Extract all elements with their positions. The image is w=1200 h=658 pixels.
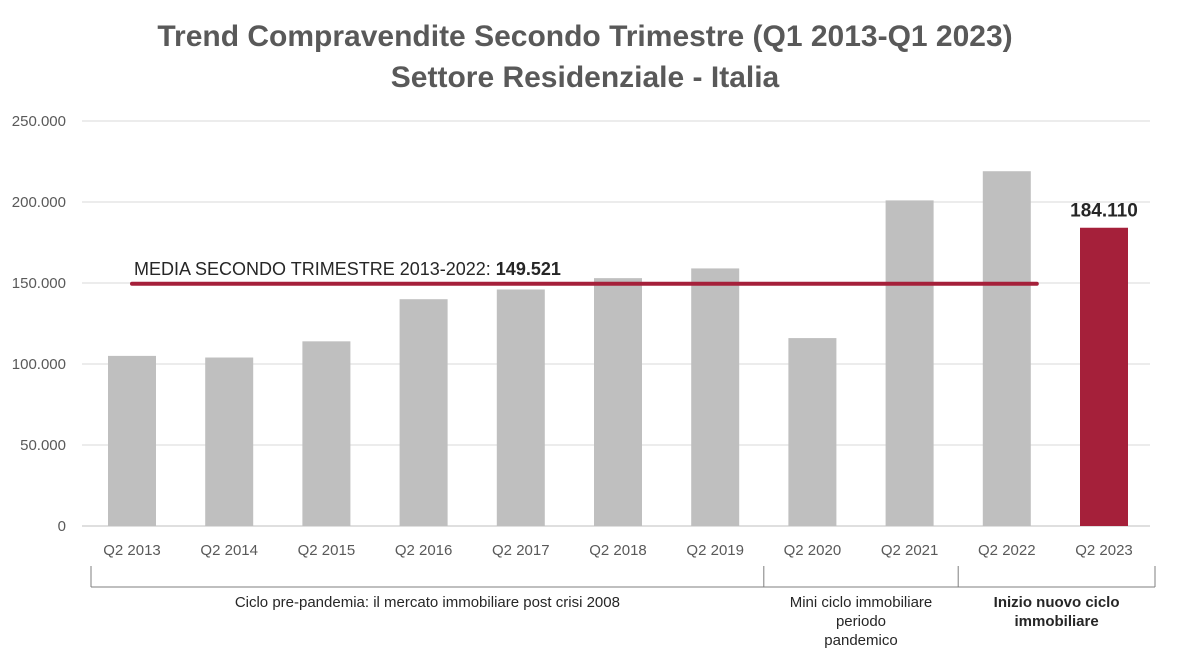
chart-subtitle: Settore Residenziale - Italia <box>391 61 780 94</box>
bars <box>108 171 1128 526</box>
period-label: periodo <box>836 613 886 630</box>
y-tick-label: 0 <box>58 518 66 535</box>
bar <box>691 268 740 526</box>
bar <box>982 171 1031 526</box>
x-tick-label: Q2 2023 <box>1075 542 1133 559</box>
bar <box>594 278 642 526</box>
period-label: pandemico <box>824 632 897 649</box>
bar <box>205 357 254 526</box>
x-tick-label: Q2 2019 <box>686 542 744 559</box>
y-tick-label: 50.000 <box>20 437 66 454</box>
x-tick-label: Q2 2013 <box>103 542 161 559</box>
y-tick-label: 250.000 <box>12 113 66 130</box>
x-tick-label: Q2 2015 <box>298 542 356 559</box>
chart-title: Trend Compravendite Secondo Trimestre (Q… <box>157 20 1012 53</box>
bar <box>108 355 156 526</box>
period-label: immobiliare <box>1014 613 1098 630</box>
y-tick-label: 100.000 <box>12 356 66 373</box>
data-label: 184.110 <box>1070 201 1138 222</box>
bar <box>496 289 545 526</box>
y-tick-label: 200.000 <box>12 194 66 211</box>
bar-highlight <box>1080 227 1128 526</box>
bar <box>399 299 448 526</box>
bar <box>788 338 837 526</box>
period-label: Inizio nuovo ciclo <box>994 594 1120 611</box>
x-tick-label: Q2 2016 <box>395 542 453 559</box>
average-line-group: MEDIA SECONDO TRIMESTRE 2013-2022: 149.5… <box>130 259 1039 286</box>
average-value: 149.521 <box>496 259 561 279</box>
average-label: MEDIA SECONDO TRIMESTRE 2013-2022: 149.5… <box>134 259 561 279</box>
x-tick-label: Q2 2021 <box>881 542 939 559</box>
period-label: Mini ciclo immobiliare <box>790 594 933 611</box>
average-label-text: MEDIA SECONDO TRIMESTRE 2013-2022: <box>134 259 496 279</box>
x-tick-label: Q2 2017 <box>492 542 550 559</box>
x-tick-label: Q2 2014 <box>200 542 258 559</box>
bar <box>302 341 351 526</box>
x-tick-label: Q2 2018 <box>589 542 647 559</box>
x-tick-label: Q2 2020 <box>784 542 842 559</box>
labels: 0 50.000 100.000 150.000 200.000 250.000 Q2 20… <box>12 113 1138 559</box>
bar <box>885 200 934 526</box>
period-label: Ciclo pre-pandemia: il mercato immobilia… <box>235 594 620 611</box>
period-annotations: Ciclo pre-pandemia: il mercato immobilia… <box>90 566 1156 649</box>
x-tick-label: Q2 2022 <box>978 542 1036 559</box>
y-tick-label: 150.000 <box>12 275 66 292</box>
